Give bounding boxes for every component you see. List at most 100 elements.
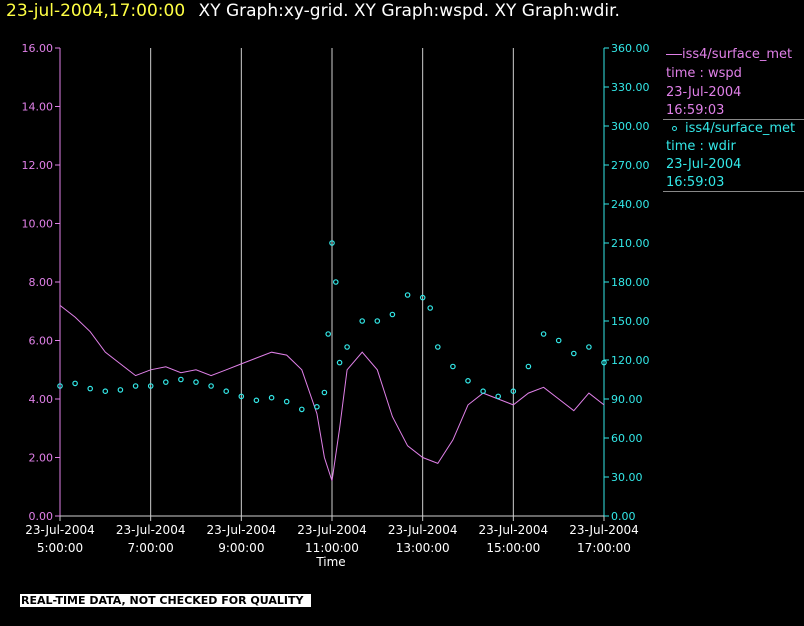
x-tick-label-date: 23-Jul-2004 — [207, 523, 277, 537]
x-axis-label: Time — [315, 555, 345, 569]
line-swatch-icon — [666, 54, 682, 55]
y-right-tick-label: 270.00 — [611, 159, 650, 172]
wdir-point — [601, 359, 607, 366]
wdir-point — [283, 398, 290, 405]
wdir-point — [555, 337, 562, 344]
legend-wdir-source: iss4/surface_met — [685, 121, 796, 136]
wdir-point — [117, 387, 124, 393]
x-tick-label-time: 5:00:00 — [37, 541, 83, 555]
y-right-tick-label: 210.00 — [611, 237, 650, 250]
legend-divider — [663, 119, 804, 120]
y-right-tick-label: 30.00 — [611, 471, 643, 484]
wdir-point — [586, 344, 592, 350]
wdir-point — [495, 393, 502, 400]
wdir-point — [298, 406, 305, 413]
y-left-tick-label: 10.00 — [22, 218, 54, 231]
legend-wspd-date: 23-Jul-2004 — [666, 85, 742, 100]
wdir-point — [329, 240, 335, 246]
title-graph-list: XY Graph:xy-grid. XY Graph:wspd. XY Grap… — [198, 1, 620, 21]
wdir-point — [178, 376, 184, 383]
y-right-tick-label: 120.00 — [611, 354, 650, 367]
grid-lines — [150, 48, 514, 516]
y-left-tick-label: 6.00 — [29, 335, 54, 348]
wdir-point — [87, 385, 94, 392]
series-wspd — [59, 305, 605, 482]
wdir-point — [344, 344, 350, 350]
wdir-point — [253, 397, 260, 404]
wdir-point — [238, 393, 245, 400]
x-tick-label-time: 11:00:00 — [305, 541, 359, 555]
series-wdir — [57, 240, 607, 413]
wdir-point — [336, 359, 343, 366]
wdir-point — [480, 388, 486, 395]
y-left-tick-label: 14.00 — [22, 101, 54, 114]
y-right-tick-label: 150.00 — [611, 315, 650, 328]
x-tick-label-date: 23-Jul-2004 — [297, 523, 367, 537]
quality-disclaimer: REAL-TIME DATA, NOT CHECKED FOR QUALITY — [20, 594, 312, 607]
wdir-point — [540, 331, 547, 337]
wdir-point — [359, 318, 366, 324]
x-tick-label-date: 23-Jul-2004 — [479, 523, 549, 537]
wspd-line — [59, 305, 605, 482]
wdir-point — [102, 388, 109, 395]
wdir-point — [268, 394, 275, 401]
legend-wspd-variable: time : wspd — [666, 66, 742, 81]
y-left-tick-label: 0.00 — [29, 510, 54, 523]
circle-swatch-icon — [672, 126, 677, 131]
wdir-point — [223, 388, 230, 395]
wdir-point — [570, 350, 577, 357]
wdir-point — [332, 279, 339, 285]
wdir-point — [450, 363, 456, 370]
legend-entry-wspd: iss4/surface_met — [666, 46, 792, 64]
axes: 23-Jul-2004 5:00:00 23-Jul-2004 7:00:00 23-J… — [22, 42, 650, 555]
wdir-point — [404, 292, 411, 298]
title-bar: 23-jul-2004,17:00:00 XY Graph:xy-grid. X… — [6, 1, 620, 21]
y-right-tick-label: 0.00 — [611, 510, 636, 523]
wdir-point — [321, 389, 328, 396]
wdir-point — [314, 403, 320, 410]
x-tick-label-date: 23-Jul-2004 — [388, 523, 458, 537]
legend-entry-wdir: iss4/surface_met — [666, 120, 795, 138]
y-left-tick-label: 4.00 — [29, 393, 54, 406]
y-right-tick-label: 180.00 — [611, 276, 650, 289]
legend-divider — [663, 191, 804, 192]
x-tick-label-time: 15:00:00 — [486, 541, 540, 555]
wdir-point — [389, 311, 396, 318]
wdir-point — [163, 379, 169, 385]
x-tick-label-time: 17:00:00 — [577, 541, 631, 555]
wdir-point — [525, 363, 532, 370]
x-tick-label-date: 23-Jul-2004 — [25, 523, 95, 537]
y-left-tick-label: 8.00 — [29, 276, 54, 289]
wdir-point — [510, 388, 517, 395]
y-left-tick-label: 2.00 — [29, 452, 54, 465]
x-tick-label-date: 23-Jul-2004 — [569, 523, 639, 537]
legend-wdir-date: 23-Jul-2004 — [666, 157, 742, 172]
wdir-point — [325, 331, 332, 337]
legend-wspd-source: iss4/surface_met — [682, 47, 793, 62]
wdir-point — [427, 305, 434, 311]
y-right-tick-label: 90.00 — [611, 393, 643, 406]
y-right-tick-label: 300.00 — [611, 120, 650, 133]
x-tick-label-date: 23-Jul-2004 — [116, 523, 186, 537]
y-right-tick-label: 240.00 — [611, 198, 650, 211]
wdir-point — [72, 380, 78, 387]
x-tick-label-time: 7:00:00 — [128, 541, 174, 555]
title-timestamp: 23-jul-2004,17:00:00 — [6, 1, 186, 21]
y-right-tick-label: 330.00 — [611, 81, 650, 94]
y-left-tick-label: 16.00 — [22, 42, 54, 55]
y-left-tick-label: 12.00 — [22, 159, 54, 172]
y-right-tick-label: 60.00 — [611, 432, 643, 445]
y-right-tick-label: 360.00 — [611, 42, 650, 55]
wdir-point — [132, 383, 139, 389]
wdir-point — [434, 344, 441, 350]
wdir-point — [374, 318, 381, 324]
legend-wspd-time: 16:59:03 — [666, 103, 725, 118]
wdir-point — [419, 294, 426, 301]
wdir-point — [208, 383, 214, 389]
x-tick-label-time: 13:00:00 — [396, 541, 450, 555]
wdir-point — [147, 383, 154, 389]
x-tick-label-time: 9:00:00 — [218, 541, 264, 555]
wdir-point — [193, 379, 199, 385]
legend-wdir-time: 16:59:03 — [666, 175, 725, 190]
